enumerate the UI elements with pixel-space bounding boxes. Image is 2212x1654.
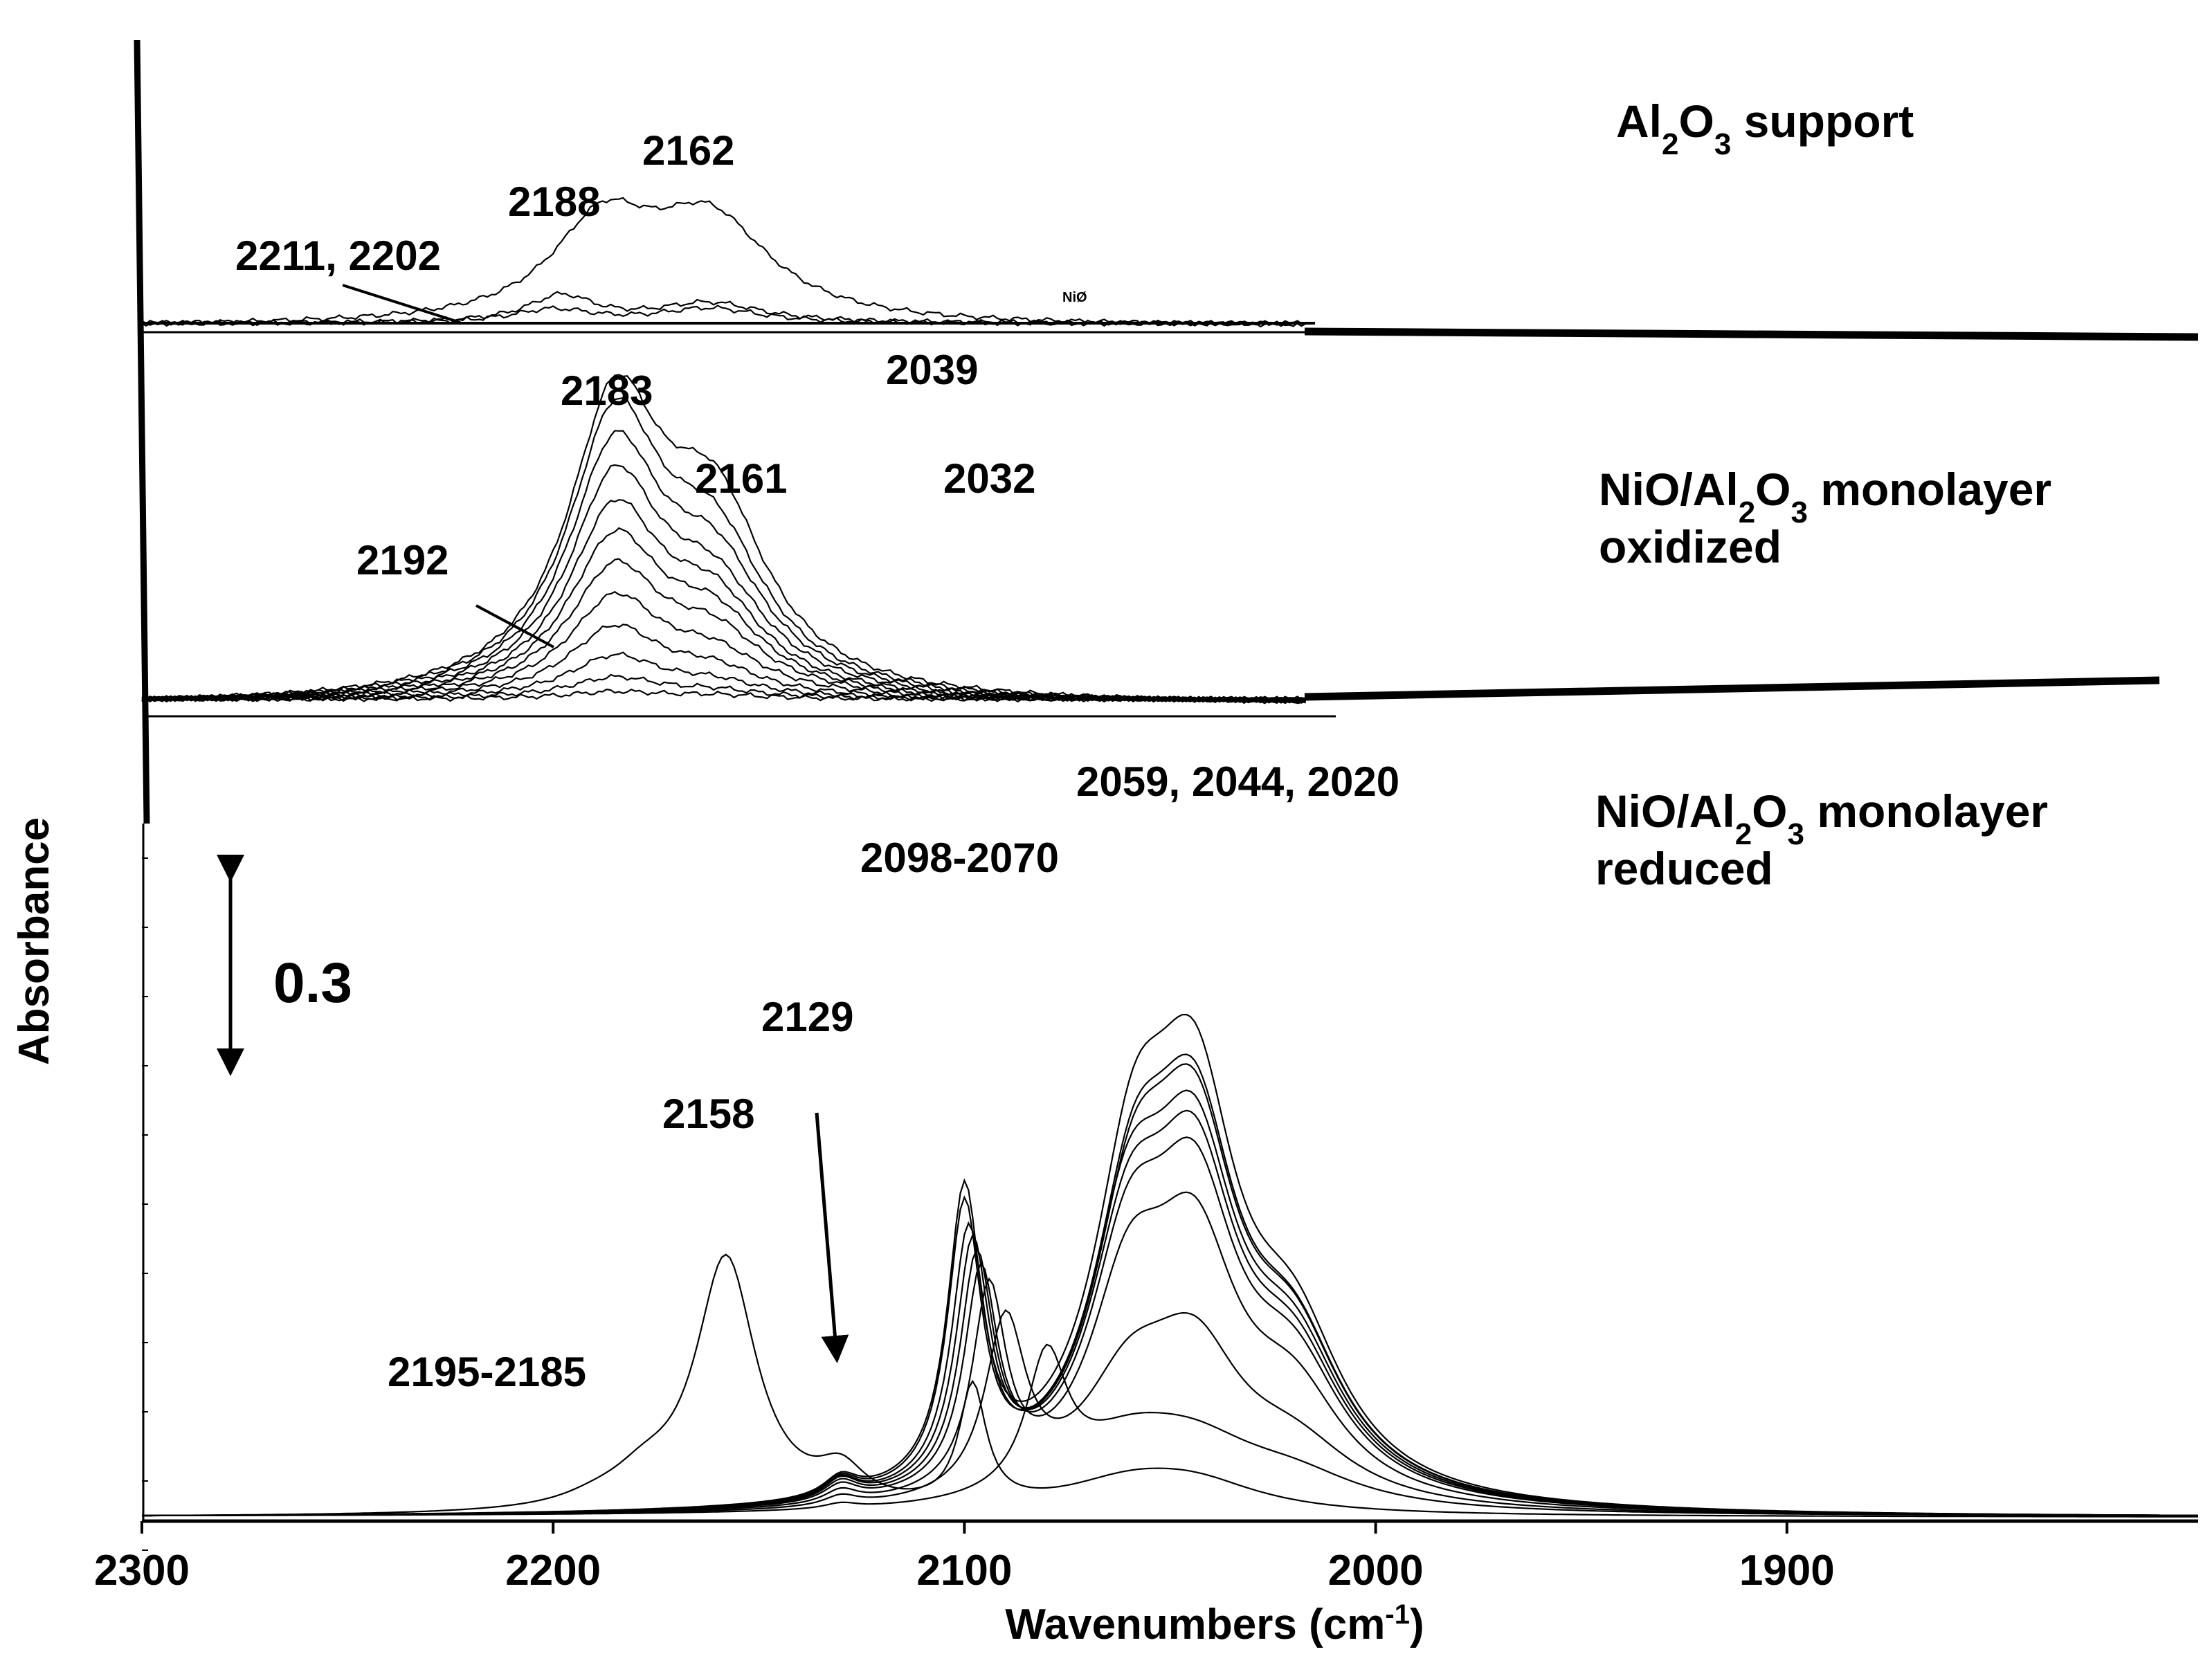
annotation-2158: 2158 [662, 1091, 754, 1137]
left-axis-line [134, 39, 150, 824]
spectrum-oxidized-11 [141, 397, 1306, 705]
annotation-2195-2185: 2195-2185 [388, 1349, 586, 1395]
annotation-2129: 2129 [761, 994, 853, 1040]
annotation-2059-2044-2020: 2059, 2044, 2020 [1076, 758, 1399, 805]
spectrum-reduced-9 [142, 1053, 2198, 1517]
x-tick-label-2000: 2000 [1328, 1547, 1424, 1594]
oxidized-baseline-extension [1304, 676, 2160, 701]
annotation-2098-2070: 2098-2070 [860, 835, 1059, 881]
al2o3-baseline-extension [1304, 327, 2199, 341]
spectrum-reduced-6 [142, 1109, 2198, 1517]
annotation-ni0: NiØ [1062, 290, 1087, 305]
y-minor-ticks [142, 824, 148, 1551]
x-tick-label-2200: 2200 [505, 1547, 601, 1594]
spectrum-reduced-1 [142, 1253, 2198, 1518]
annotation-2211-2202: 2211, 2202 [235, 233, 441, 279]
panel-label-oxidized-line2: oxidized [1599, 521, 1782, 572]
annotations-reduced: 2059, 2044, 2020 2098-2070 2129 2158 219… [388, 758, 1399, 1395]
spectrum-reduced-8 [142, 1063, 2198, 1517]
x-tick-label-2300: 2300 [94, 1547, 190, 1594]
spectrum-oxidized-7 [141, 527, 1307, 704]
annotation-2211-leader [342, 284, 461, 324]
annotation-2192: 2192 [356, 537, 448, 583]
annotation-2161: 2161 [695, 455, 787, 502]
spectrum-oxidized-5 [141, 590, 1307, 703]
y-axis-title: Absorbance [10, 817, 58, 1065]
spectrum-oxidized-8 [141, 499, 1307, 704]
spectrum-reduced-7 [142, 1089, 2198, 1517]
panel-label-reduced-line2: reduced [1595, 843, 1773, 894]
annotation-2039: 2039 [886, 347, 978, 393]
x-axis: 2300 2200 2100 2000 1900 [94, 1521, 1835, 1594]
annotation-2192-leader [475, 604, 554, 648]
annotation-2129-arrow [815, 1112, 849, 1363]
spectrum-oxidized-6 [142, 558, 1306, 703]
annotation-2183: 2183 [561, 367, 653, 414]
annotations-oxidized: 2183 2161 2192 2039 2032 [356, 347, 1035, 648]
scale-bar: 0.3 [217, 855, 352, 1076]
spectrum-al2o3-1 [141, 305, 1307, 327]
spectrum-reduced-3 [142, 1309, 2198, 1517]
panel-label-reduced: NiO/Al2O3 monolayer [1595, 785, 2048, 851]
annotations-al2o3: 2162 2188 2211, 2202 NiØ [235, 127, 1087, 324]
x-tick-label-1900: 1900 [1739, 1547, 1835, 1594]
spectrum-oxidized-12 [141, 374, 1306, 705]
spectrum-al2o3-2 [141, 291, 1306, 327]
panel-labels: Al2O3 support NiO/Al2O3 monolayer oxidiz… [1595, 96, 2051, 894]
annotation-2188: 2188 [508, 179, 600, 225]
spectrum-reduced-5 [142, 1136, 2198, 1517]
spectrum-al2o3-3 [141, 197, 1306, 328]
panel-label-al2o3-support: Al2O3 support [1616, 96, 1914, 161]
spectra-curves [141, 197, 2199, 1518]
spectrum-reduced-10 [142, 1013, 2198, 1517]
x-axis-title: Wavenumbers (cm-1) [1005, 1599, 1424, 1648]
x-tick-label-2100: 2100 [916, 1547, 1012, 1594]
annotation-2162: 2162 [642, 127, 734, 174]
scale-bar-label: 0.3 [273, 952, 352, 1015]
panel-label-oxidized: NiO/Al2O3 monolayer [1599, 464, 2051, 529]
annotation-2032: 2032 [943, 455, 1035, 502]
